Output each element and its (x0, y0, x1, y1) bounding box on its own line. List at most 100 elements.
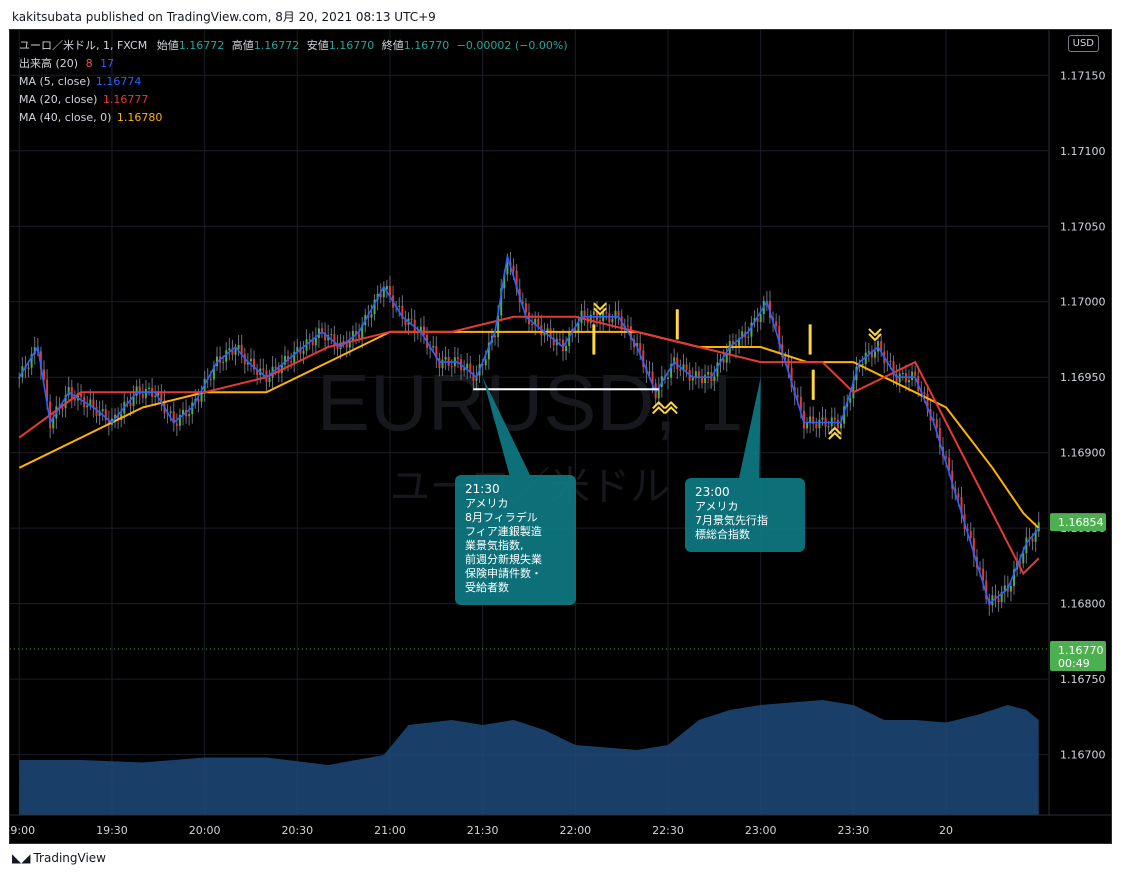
candle-body (1000, 592, 1003, 603)
candle-body (197, 398, 200, 402)
candle-body (1019, 562, 1022, 564)
candle-body (626, 325, 629, 327)
candle-body (818, 419, 821, 429)
signal-chevron-icon (593, 302, 607, 316)
candle-body (642, 350, 645, 368)
time-tick-label: 20:30 (281, 824, 313, 837)
candle-body (731, 341, 734, 345)
currency-button[interactable]: USD (1067, 35, 1099, 52)
countdown-value: 00:49 (1058, 657, 1090, 670)
candle-body (30, 354, 33, 368)
candle-body (790, 367, 793, 387)
candle-body (1013, 569, 1016, 586)
legend-open-value: 1.16772 (178, 39, 225, 52)
candle-body (537, 318, 540, 326)
candle-body (561, 339, 564, 352)
candle-body (549, 328, 552, 339)
candle-body (926, 393, 929, 410)
candle-body (157, 391, 160, 396)
candle-body (778, 326, 781, 345)
candle-body (923, 392, 926, 394)
candle-body (388, 285, 391, 296)
candle-body (889, 361, 892, 363)
chart-canvas[interactable]: EURUSD, 1ユーロ／米ドル21:30アメリカ8月フィラデルフィア連銀製造業… (10, 30, 1111, 843)
candle-body (293, 351, 296, 363)
candle-body (957, 493, 960, 497)
candle-body (1009, 585, 1012, 592)
legend-ma40-row[interactable]: MA (40, close, 0) 1.16780 (19, 109, 568, 127)
candle-body (95, 407, 98, 416)
candle-body (707, 372, 710, 375)
candle-body (741, 331, 744, 338)
candle-body (503, 274, 506, 289)
candle-body (982, 568, 985, 581)
candle-body (101, 409, 104, 412)
candle-body (583, 310, 586, 318)
candle-body (385, 285, 388, 290)
candle-body (373, 299, 376, 315)
candle-body (18, 377, 21, 379)
candle-body (1031, 538, 1034, 542)
candle-body (456, 357, 459, 360)
candle-body (534, 318, 537, 325)
callout-text: 標総合指数 (695, 527, 750, 541)
legend-volume-row[interactable]: 出来高 (20) 8 17 (19, 55, 568, 73)
candle-body (126, 401, 129, 403)
candle-body (787, 358, 790, 368)
candle-body (852, 380, 855, 399)
legend-close-value: 1.16770 (403, 39, 450, 52)
candle-body (543, 332, 546, 336)
price-tick-label: 1.16950 (1060, 371, 1106, 384)
candle-body (469, 363, 472, 373)
legend-ma40-value: 1.16780 (116, 111, 163, 124)
price-tick-label: 1.16700 (1060, 749, 1106, 762)
candle-body (528, 312, 530, 325)
price-tick-label: 1.17100 (1060, 145, 1106, 158)
chart-frame[interactable]: EURUSD, 1ユーロ／米ドル21:30アメリカ8月フィラデルフィア連銀製造業… (9, 29, 1112, 844)
ma20-line (18, 315, 1040, 576)
candle-body (188, 414, 191, 417)
chart-legend: ユーロ／米ドル, 1, FXCM 始値1.16772 高値1.16772 安値1… (19, 37, 568, 127)
candle-body (70, 386, 73, 398)
tradingview-logo[interactable]: ◣◢ TradingView (12, 851, 106, 865)
candle-body (880, 341, 883, 352)
legend-high-label: 高値 (231, 39, 254, 52)
candle-body (809, 416, 812, 423)
candle-body (117, 414, 120, 421)
candle-body (154, 395, 157, 397)
candle-body (212, 366, 215, 380)
candle-body (413, 319, 416, 332)
candle-body (840, 423, 843, 429)
candle-body (382, 289, 385, 298)
candle-body (682, 364, 685, 371)
candle-body (870, 351, 873, 358)
candle-body (756, 318, 759, 323)
tradingview-logo-icon: ◣◢ (12, 851, 31, 865)
candle-body (914, 371, 917, 376)
candle-body (515, 270, 518, 289)
legend-ma5-row[interactable]: MA (5, close) 1.16774 (19, 73, 568, 91)
candle-body (160, 391, 163, 401)
candle-body (775, 321, 778, 327)
legend-volume-v1: 8 (85, 57, 93, 70)
legend-symbol[interactable]: ユーロ／米ドル, 1, FXCM (19, 39, 148, 52)
current-price-tag (1050, 513, 1106, 532)
candle-body (484, 359, 487, 366)
candle-body (589, 314, 592, 323)
signal-chevron-icon (652, 400, 666, 415)
candle-body (348, 341, 351, 348)
candle-body (651, 371, 654, 384)
candle-body (249, 358, 252, 362)
legend-ma20-row[interactable]: MA (20, close) 1.16777 (19, 91, 568, 109)
candle-body (833, 417, 836, 420)
candle-body (506, 262, 509, 275)
candle-body (370, 314, 373, 318)
candle-body (398, 305, 401, 307)
candle-body (308, 339, 311, 341)
candle-body (815, 423, 818, 429)
candle-body (500, 288, 503, 316)
candle-body (274, 366, 277, 369)
volume-area (19, 700, 1039, 815)
candle-body (945, 456, 948, 458)
candle-body (599, 320, 602, 322)
